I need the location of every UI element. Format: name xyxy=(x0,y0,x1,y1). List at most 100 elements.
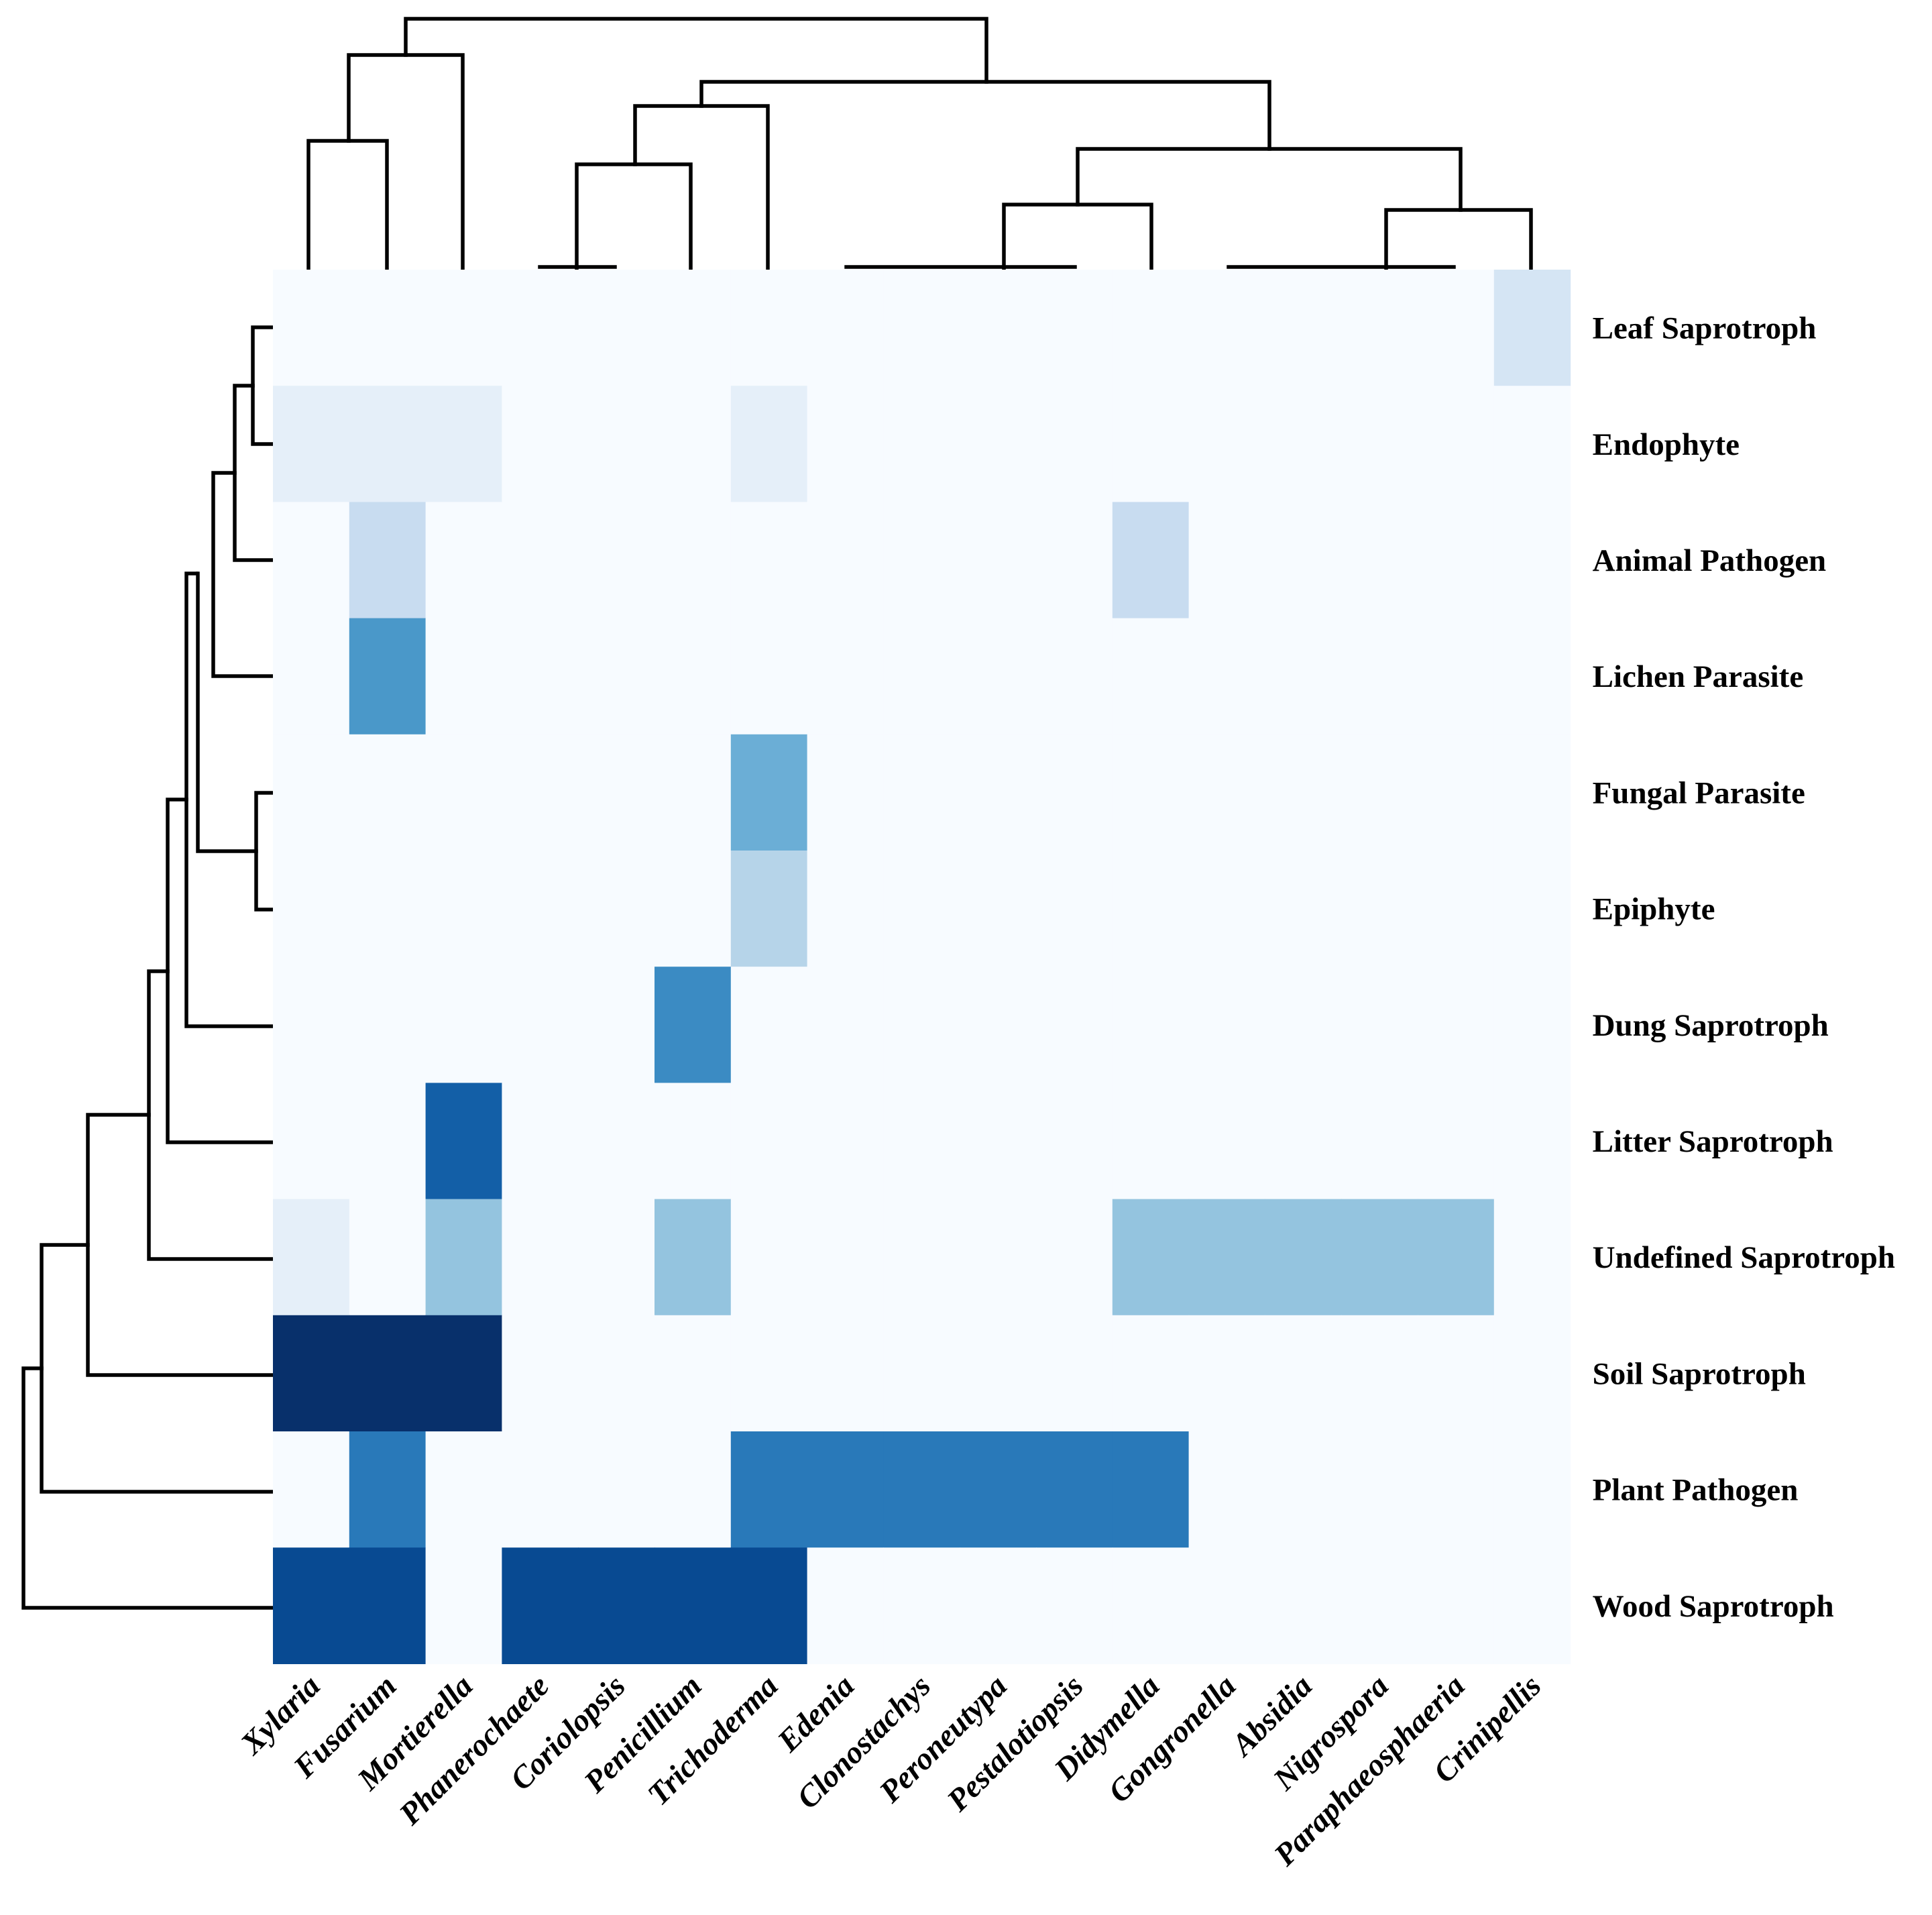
heatmap-cell-dung-saprotroph-nigrospora xyxy=(1341,967,1418,1083)
row-label-dung-saprotroph: Dung Saprotroph xyxy=(1593,1008,1829,1043)
heatmap-cell-undefined-saprotroph-absidia xyxy=(1265,1199,1342,1316)
heatmap-cell-wood-saprotroph-absidia xyxy=(1265,1547,1342,1664)
heatmap-cell-litter-saprotroph-peroneutypa xyxy=(960,1083,1037,1200)
heatmap-cell-soil-saprotroph-xylaria xyxy=(273,1315,350,1432)
heatmap-cell-plant-pathogen-pestalotiopsis xyxy=(1036,1431,1113,1548)
heatmap-cell-animal-pathogen-nigrospora xyxy=(1341,502,1418,619)
heatmap-cell-epiphyte-edenia xyxy=(807,851,884,967)
heatmap-cell-lichen-parasite-clonostachys xyxy=(883,618,960,735)
heatmap-cell-dung-saprotroph-fusarium xyxy=(349,967,427,1083)
heatmap-cell-epiphyte-crinipellis xyxy=(1493,851,1571,967)
heatmap-cell-plant-pathogen-gongronella xyxy=(1188,1431,1265,1548)
column-labels: XylariaFusariumMortierellaPhanerochaeteC… xyxy=(233,1668,1548,1873)
heatmap-cell-epiphyte-mortierella xyxy=(425,851,502,967)
row-dendrogram-link xyxy=(40,1243,275,1494)
col-dendrogram-link xyxy=(633,104,770,272)
heatmap-cell-fungal-parasite-mortierella xyxy=(425,734,502,851)
heatmap-cell-lichen-parasite-gongronella xyxy=(1188,618,1265,735)
heatmap-cell-lichen-parasite-pestalotiopsis xyxy=(1036,618,1113,735)
row-dendrogram-link xyxy=(211,471,275,678)
heatmap-cell-leaf-saprotroph-didymella xyxy=(1112,270,1190,386)
row-label-soil-saprotroph: Soil Saprotroph xyxy=(1593,1356,1806,1391)
heatmap-cell-leaf-saprotroph-fusarium xyxy=(349,270,427,386)
heatmap-cell-leaf-saprotroph-pestalotiopsis xyxy=(1036,270,1113,386)
heatmap-cell-wood-saprotroph-xylaria xyxy=(273,1547,350,1664)
heatmap-cell-wood-saprotroph-nigrospora xyxy=(1341,1547,1418,1664)
heatmap-cell-animal-pathogen-xylaria xyxy=(273,502,350,619)
heatmap-cell-lichen-parasite-nigrospora xyxy=(1341,618,1418,735)
row-label-undefined-saprotroph: Undefined Saprotroph xyxy=(1593,1240,1895,1275)
heatmap-cell-wood-saprotroph-peroneutypa xyxy=(960,1547,1037,1664)
heatmap-cell-undefined-saprotroph-xylaria xyxy=(273,1199,350,1316)
heatmap-cell-epiphyte-xylaria xyxy=(273,851,350,967)
heatmap-cell-endophyte-clonostachys xyxy=(883,386,960,502)
heatmap-cell-plant-pathogen-paraphaeosphaeria xyxy=(1418,1431,1495,1548)
heatmap-cell-endophyte-absidia xyxy=(1265,386,1342,502)
heatmap-cell-leaf-saprotroph-paraphaeosphaeria xyxy=(1418,270,1495,386)
heatmap-cell-animal-pathogen-edenia xyxy=(807,502,884,619)
heatmap-cell-animal-pathogen-paraphaeosphaeria xyxy=(1418,502,1495,619)
heatmap-cell-dung-saprotroph-pestalotiopsis xyxy=(1036,967,1113,1083)
column-dendrogram xyxy=(306,17,1533,272)
heatmap-cell-lichen-parasite-trichoderma xyxy=(730,618,808,735)
heatmap-cell-animal-pathogen-crinipellis xyxy=(1493,502,1571,619)
heatmap-cell-fungal-parasite-peroneutypa xyxy=(960,734,1037,851)
col-dendrogram-link xyxy=(347,53,465,272)
heatmap-cell-epiphyte-peroneutypa xyxy=(960,851,1037,967)
row-label-plant-pathogen: Plant Pathogen xyxy=(1593,1473,1799,1508)
heatmap-cell-endophyte-paraphaeosphaeria xyxy=(1418,386,1495,502)
heatmap-cell-lichen-parasite-peroneutypa xyxy=(960,618,1037,735)
heatmap-cell-plant-pathogen-phanerochaete xyxy=(502,1431,579,1548)
heatmap-cell-undefined-saprotroph-didymella xyxy=(1112,1199,1190,1316)
heatmap-cell-litter-saprotroph-crinipellis xyxy=(1493,1083,1571,1200)
heatmap-cell-leaf-saprotroph-xylaria xyxy=(273,270,350,386)
heatmap-cell-litter-saprotroph-gongronella xyxy=(1188,1083,1265,1200)
heatmap-cell-litter-saprotroph-edenia xyxy=(807,1083,884,1200)
heatmap-cell-animal-pathogen-mortierella xyxy=(425,502,502,619)
heatmap-cell-epiphyte-paraphaeosphaeria xyxy=(1418,851,1495,967)
heatmap-cell-epiphyte-trichoderma xyxy=(730,851,808,967)
heatmap-cell-dung-saprotroph-crinipellis xyxy=(1493,967,1571,1083)
heatmap-cell-undefined-saprotroph-fusarium xyxy=(349,1199,427,1316)
heatmap-cell-lichen-parasite-penicillium xyxy=(655,618,732,735)
heatmap-cell-soil-saprotroph-phanerochaete xyxy=(502,1315,579,1432)
heatmap-cell-animal-pathogen-peroneutypa xyxy=(960,502,1037,619)
heatmap-cell-lichen-parasite-coriolopsis xyxy=(578,618,655,735)
heatmap-cell-fungal-parasite-phanerochaete xyxy=(502,734,579,851)
heatmap-cell-fungal-parasite-didymella xyxy=(1112,734,1190,851)
heatmap-cell-fungal-parasite-trichoderma xyxy=(730,734,808,851)
heatmap-cell-fungal-parasite-crinipellis xyxy=(1493,734,1571,851)
heatmap-cell-undefined-saprotroph-coriolopsis xyxy=(578,1199,655,1316)
heatmap-cell-litter-saprotroph-didymella xyxy=(1112,1083,1190,1200)
heatmap-cell-soil-saprotroph-mortierella xyxy=(425,1315,502,1432)
heatmap-cell-lichen-parasite-fusarium xyxy=(349,618,427,735)
heatmap-cell-soil-saprotroph-nigrospora xyxy=(1341,1315,1418,1432)
heatmap-cell-leaf-saprotroph-crinipellis xyxy=(1493,270,1571,386)
heatmap-cell-fungal-parasite-absidia xyxy=(1265,734,1342,851)
heatmap-cell-epiphyte-clonostachys xyxy=(883,851,960,967)
heatmap-cell-fungal-parasite-fusarium xyxy=(349,734,427,851)
heatmap-cell-soil-saprotroph-gongronella xyxy=(1188,1315,1265,1432)
row-dendrogram-link xyxy=(86,1113,275,1377)
heatmap-cell-soil-saprotroph-didymella xyxy=(1112,1315,1190,1432)
heatmap-cell-soil-saprotroph-clonostachys xyxy=(883,1315,960,1432)
heatmap-cell-undefined-saprotroph-trichoderma xyxy=(730,1199,808,1316)
heatmap-cell-animal-pathogen-penicillium xyxy=(655,502,732,619)
heatmap-cell-endophyte-nigrospora xyxy=(1341,386,1418,502)
heatmap-cell-soil-saprotroph-pestalotiopsis xyxy=(1036,1315,1113,1432)
heatmap-cell-endophyte-trichoderma xyxy=(730,386,808,502)
heatmap-cell-fungal-parasite-penicillium xyxy=(655,734,732,851)
heatmap-cell-lichen-parasite-paraphaeosphaeria xyxy=(1418,618,1495,735)
heatmap-cell-wood-saprotroph-crinipellis xyxy=(1493,1547,1571,1664)
heatmap-cell-fungal-parasite-paraphaeosphaeria xyxy=(1418,734,1495,851)
heatmap-cells xyxy=(273,270,1571,1664)
heatmap-cell-soil-saprotroph-paraphaeosphaeria xyxy=(1418,1315,1495,1432)
heatmap-cell-dung-saprotroph-gongronella xyxy=(1188,967,1265,1083)
heatmap-cell-litter-saprotroph-nigrospora xyxy=(1341,1083,1418,1200)
heatmap-cell-epiphyte-gongronella xyxy=(1188,851,1265,967)
heatmap-cell-dung-saprotroph-didymella xyxy=(1112,967,1190,1083)
heatmap-cell-lichen-parasite-phanerochaete xyxy=(502,618,579,735)
heatmap-cell-dung-saprotroph-edenia xyxy=(807,967,884,1083)
heatmap-cell-litter-saprotroph-trichoderma xyxy=(730,1083,808,1200)
heatmap-cell-litter-saprotroph-clonostachys xyxy=(883,1083,960,1200)
